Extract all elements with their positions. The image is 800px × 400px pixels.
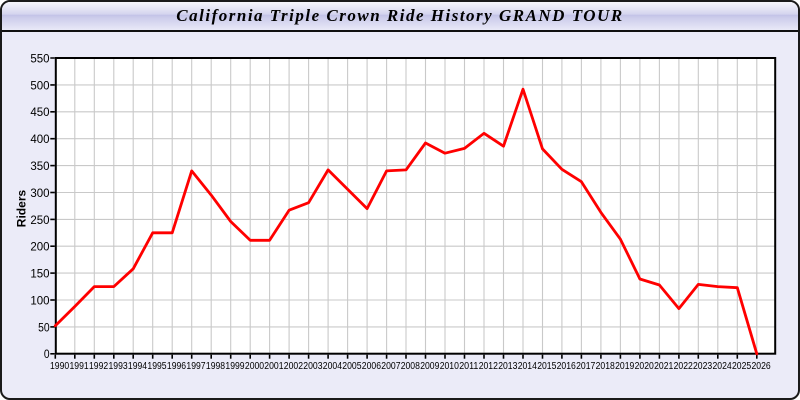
svg-text:1997: 1997: [186, 361, 206, 372]
svg-text:1995: 1995: [147, 361, 167, 372]
svg-text:2008: 2008: [401, 361, 421, 372]
svg-text:0: 0: [44, 347, 50, 361]
svg-text:2011: 2011: [459, 361, 479, 372]
svg-text:2017: 2017: [576, 361, 596, 372]
svg-text:2023: 2023: [693, 361, 713, 372]
svg-text:550: 550: [30, 51, 50, 65]
svg-text:150: 150: [30, 267, 50, 281]
svg-text:2006: 2006: [362, 361, 382, 372]
svg-text:Riders: Riders: [15, 190, 29, 228]
svg-text:350: 350: [30, 159, 50, 173]
svg-text:2010: 2010: [440, 361, 460, 372]
svg-text:50: 50: [38, 320, 50, 334]
svg-text:2021: 2021: [654, 361, 674, 372]
svg-text:2014: 2014: [518, 361, 538, 372]
svg-text:450: 450: [30, 105, 50, 119]
svg-text:2005: 2005: [342, 361, 362, 372]
svg-text:1990: 1990: [50, 361, 70, 372]
svg-text:1996: 1996: [167, 361, 187, 372]
svg-text:1992: 1992: [89, 361, 109, 372]
svg-text:1998: 1998: [206, 361, 226, 372]
svg-text:2012: 2012: [479, 361, 499, 372]
svg-text:2024: 2024: [713, 361, 733, 372]
svg-text:250: 250: [30, 213, 50, 227]
svg-text:2013: 2013: [498, 361, 518, 372]
svg-text:2020: 2020: [635, 361, 655, 372]
svg-text:1991: 1991: [70, 361, 90, 372]
svg-text:2025: 2025: [732, 361, 752, 372]
svg-text:2026: 2026: [752, 361, 772, 372]
svg-text:200: 200: [30, 240, 50, 254]
svg-text:2015: 2015: [537, 361, 557, 372]
svg-text:1993: 1993: [109, 361, 129, 372]
svg-text:1994: 1994: [128, 361, 148, 372]
svg-text:100: 100: [30, 293, 50, 307]
svg-text:2004: 2004: [323, 361, 343, 372]
svg-text:2016: 2016: [557, 361, 577, 372]
svg-text:2001: 2001: [264, 361, 284, 372]
svg-text:2003: 2003: [303, 361, 323, 372]
svg-text:400: 400: [30, 132, 50, 146]
svg-text:2022: 2022: [674, 361, 694, 372]
svg-text:500: 500: [30, 78, 50, 92]
svg-text:300: 300: [30, 186, 50, 200]
svg-text:2019: 2019: [615, 361, 635, 372]
svg-text:2009: 2009: [420, 361, 440, 372]
svg-text:1999: 1999: [225, 361, 245, 372]
svg-text:2000: 2000: [245, 361, 265, 372]
svg-text:2018: 2018: [596, 361, 616, 372]
svg-text:2002: 2002: [284, 361, 304, 372]
svg-text:2007: 2007: [381, 361, 401, 372]
